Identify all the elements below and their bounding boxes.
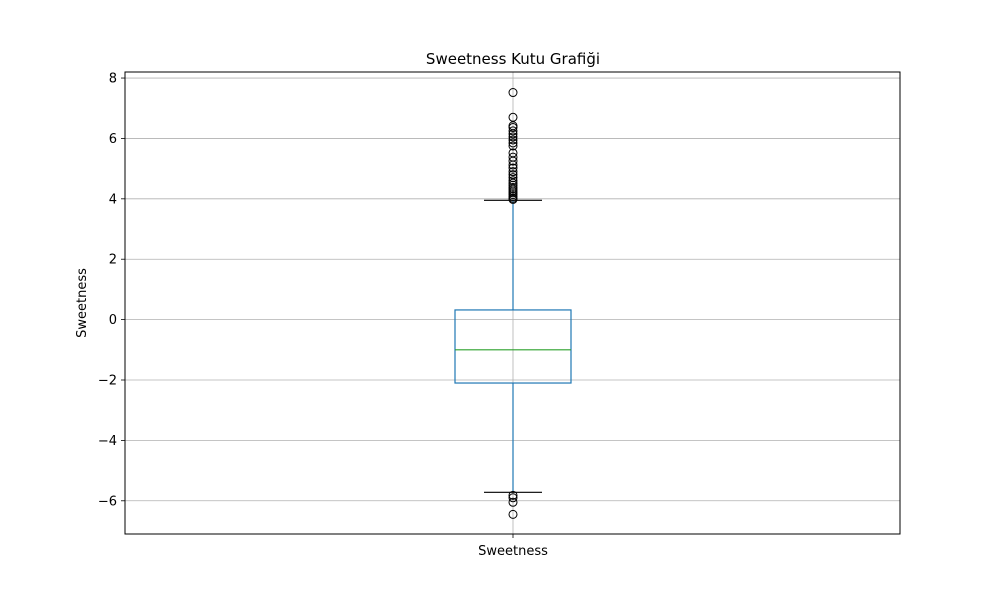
y-axis-label: Sweetness <box>75 268 90 338</box>
outlier-point <box>508 194 518 204</box>
outlier-point <box>508 509 518 519</box>
outlier-point <box>508 141 518 151</box>
outlier-point <box>508 123 518 133</box>
y-tick-label: −2 <box>98 374 117 389</box>
x-tick-label: Sweetness <box>478 544 548 559</box>
y-axis: −6 −4 −2 0 2 4 6 8 <box>98 72 125 509</box>
outlier-point <box>508 490 518 500</box>
y-tick-label: 2 <box>109 253 117 268</box>
x-axis: Sweetness <box>478 534 548 559</box>
outlier-point <box>508 497 518 507</box>
outlier-point <box>508 493 518 503</box>
outlier-point <box>508 156 518 166</box>
y-tick-label: 4 <box>109 192 117 207</box>
outlier-point <box>508 167 518 177</box>
y-tick-label: −4 <box>98 434 117 449</box>
outlier-points <box>508 88 518 519</box>
chart-title: Sweetness Kutu Grafiği <box>426 50 600 68</box>
outlier-point <box>508 163 518 173</box>
outlier-point <box>508 129 518 139</box>
y-tick-label: −6 <box>98 494 117 509</box>
outlier-point <box>508 138 518 148</box>
plot-area-frame <box>124 71 901 535</box>
outlier-point <box>508 135 518 145</box>
y-tick-label: 8 <box>109 72 117 87</box>
outlier-point <box>508 160 518 170</box>
y-tick-label: 0 <box>109 313 117 328</box>
outlier-point <box>508 132 518 142</box>
outlier-point <box>508 88 518 98</box>
y-tick-label: 6 <box>109 132 117 147</box>
outlier-point <box>508 126 518 136</box>
iqr-box <box>454 309 572 384</box>
